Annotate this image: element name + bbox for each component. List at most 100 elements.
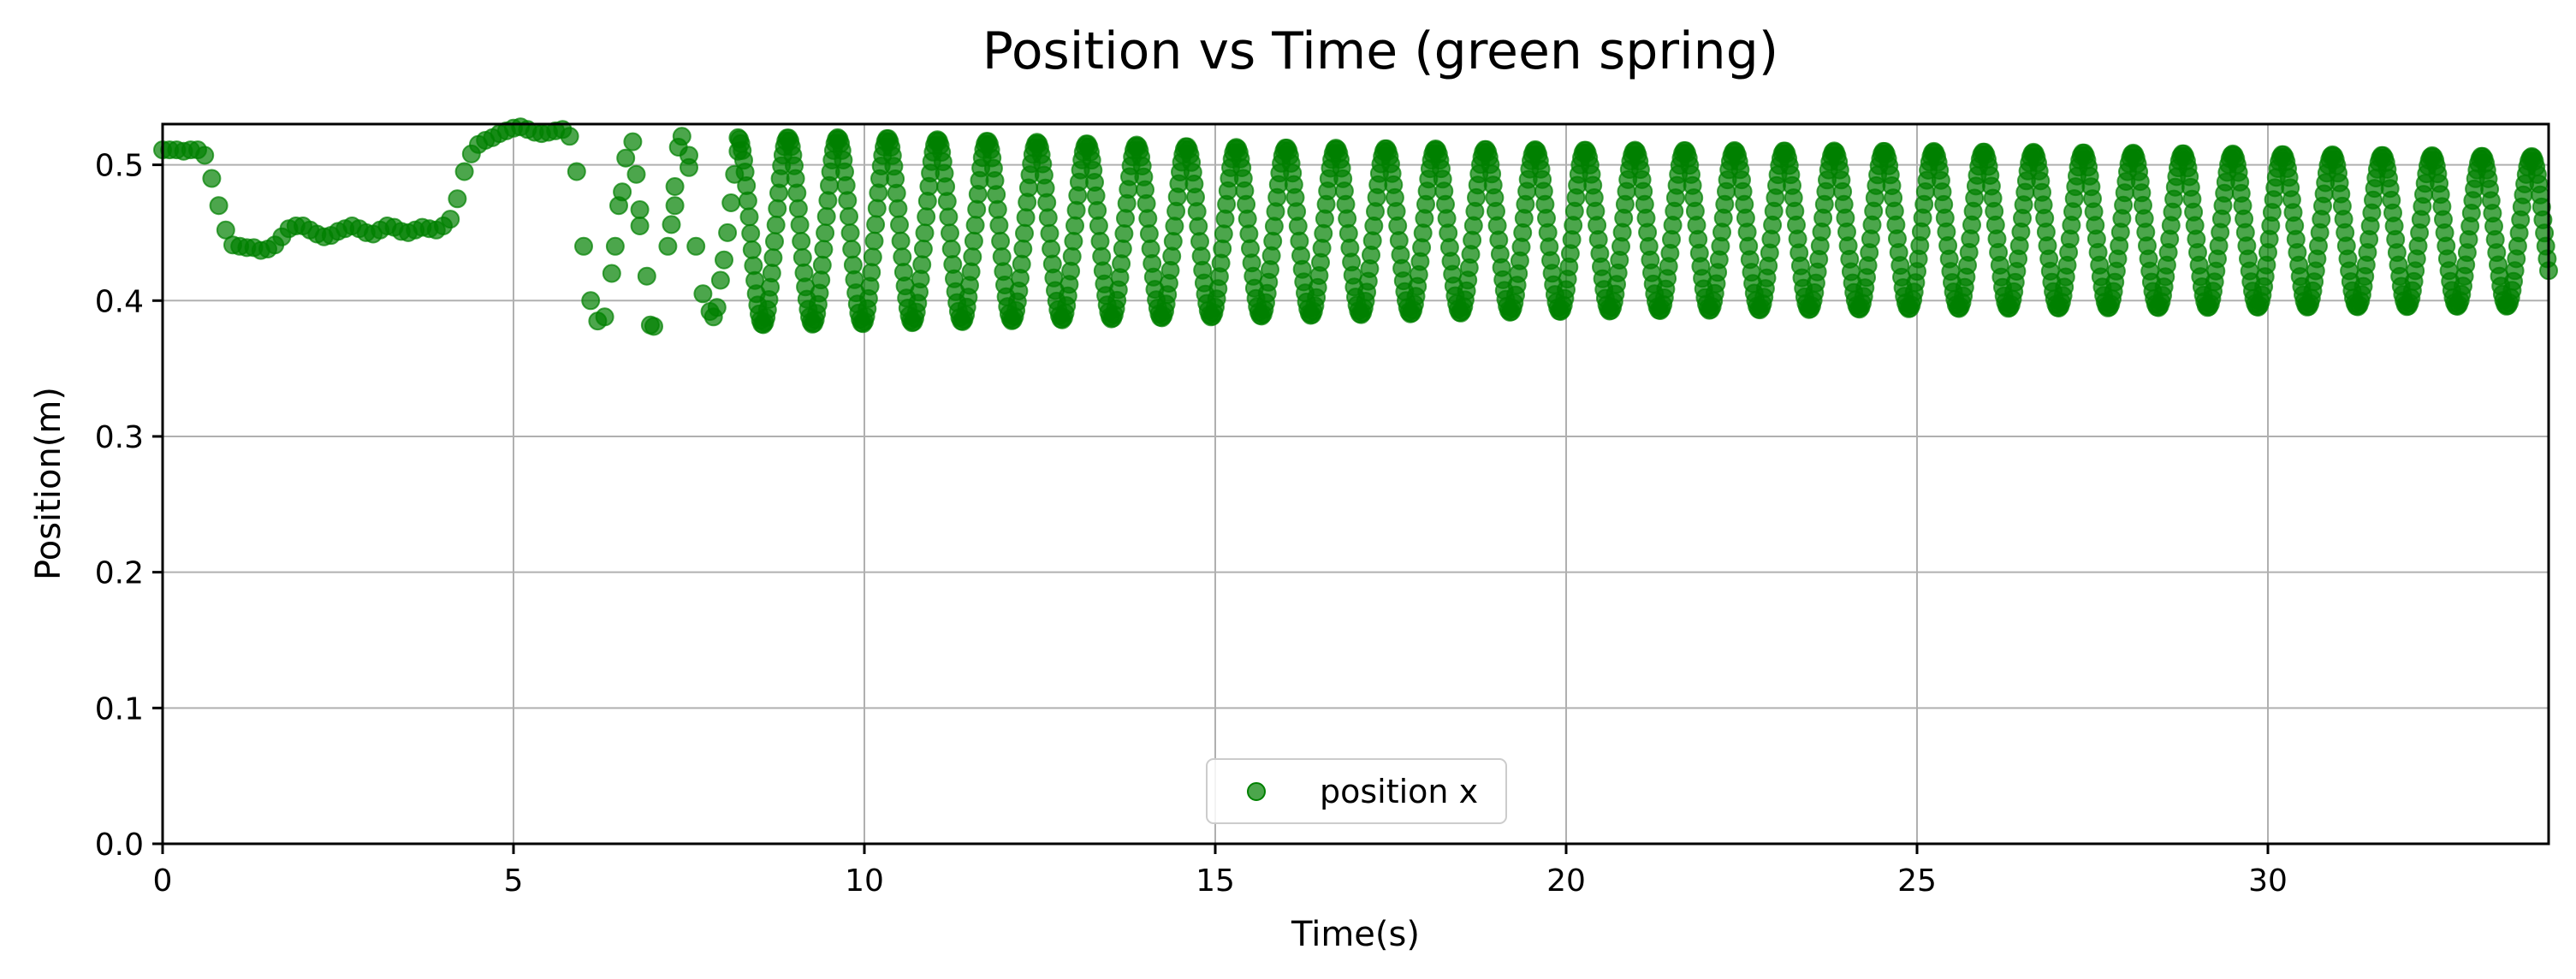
legend-label: position x: [1320, 773, 1478, 810]
x-tick-label-1: 5: [504, 863, 524, 899]
data-point: [454, 162, 474, 181]
data-point: [630, 200, 650, 219]
data-point: [766, 215, 786, 234]
data-point: [707, 298, 727, 317]
data-point: [665, 196, 685, 216]
data-point: [693, 284, 713, 304]
data-point: [623, 132, 643, 151]
data-point: [762, 264, 781, 283]
x-tick-label-6: 30: [2248, 863, 2288, 899]
y-tick-label-2: 0.2: [95, 556, 144, 591]
data-point: [864, 231, 884, 251]
data-point: [765, 232, 784, 252]
data-point: [626, 164, 646, 184]
data-point: [964, 231, 983, 251]
y-tick-label-1: 0.1: [95, 691, 144, 727]
data-point: [574, 236, 593, 256]
data-point: [788, 199, 808, 218]
legend: position x: [1206, 758, 1507, 824]
data-point: [602, 264, 621, 283]
y-tick-label-5: 0.5: [95, 149, 144, 184]
data-point: [686, 236, 706, 256]
data-point: [963, 247, 982, 267]
data-point: [680, 157, 698, 177]
axes-frame: [161, 122, 2550, 846]
data-point: [665, 177, 685, 196]
data-point: [989, 216, 1009, 235]
scatter-points: [153, 117, 2558, 336]
x-tick-label-0: 0: [153, 863, 173, 899]
data-point: [939, 207, 959, 227]
data-point: [941, 240, 961, 258]
data-point: [1088, 200, 1107, 220]
data-point: [866, 215, 886, 234]
data-point: [867, 199, 887, 218]
data-point: [840, 223, 860, 243]
data-point: [581, 291, 601, 311]
data-point: [814, 240, 834, 259]
x-tick-label-2: 10: [845, 863, 884, 899]
data-point: [915, 223, 935, 243]
data-point: [718, 222, 738, 242]
data-point: [644, 317, 663, 336]
data-point: [842, 240, 862, 259]
data-point: [658, 236, 678, 256]
x-axis-ticks: 0 5 10 15 20 25 30: [153, 844, 2288, 899]
data-point: [812, 255, 832, 275]
x-tick-label-4: 20: [1546, 863, 1586, 899]
data-point: [917, 207, 936, 227]
y-tick-label-0: 0.0: [95, 828, 144, 863]
data-point: [613, 182, 632, 202]
data-point: [715, 250, 733, 270]
data-point: [1013, 239, 1033, 258]
data-point: [941, 223, 959, 243]
data-point: [662, 215, 681, 234]
data-point: [202, 169, 222, 188]
data-point: [595, 307, 614, 327]
data-point: [792, 232, 811, 251]
x-axis-label: Time(s): [1291, 915, 1420, 954]
data-point: [1064, 231, 1083, 251]
data-point: [741, 223, 761, 243]
data-point: [441, 210, 460, 229]
data-point: [888, 199, 908, 218]
data-point: [1038, 208, 1058, 228]
data-point: [605, 236, 625, 256]
data-point: [1114, 224, 1134, 243]
data-point: [988, 199, 1007, 219]
data-point: [913, 240, 933, 258]
data-point: [721, 193, 741, 212]
chart-title: Position vs Time (green spring): [982, 21, 1778, 81]
data-point: [1089, 216, 1108, 235]
x-tick-label-5: 25: [1897, 863, 1937, 899]
data-point: [790, 215, 810, 234]
data-point: [739, 207, 759, 227]
data-point: [738, 191, 757, 211]
data-point: [816, 223, 835, 243]
data-point: [912, 255, 932, 275]
data-point: [937, 192, 957, 211]
data-point: [1016, 208, 1036, 228]
data-point: [216, 220, 235, 240]
data-point: [840, 206, 858, 226]
data-point: [838, 191, 858, 211]
data-point: [890, 215, 909, 234]
data-point: [742, 240, 762, 259]
plot-area: [153, 117, 2558, 846]
y-tick-label-4: 0.4: [95, 284, 144, 319]
data-point: [763, 248, 783, 268]
data-point: [863, 247, 882, 267]
data-point: [637, 266, 656, 286]
data-point: [891, 231, 911, 251]
data-point: [1040, 223, 1059, 243]
data-point: [710, 270, 730, 290]
data-point: [1065, 216, 1084, 235]
x-tick-label-3: 15: [1196, 863, 1235, 899]
data-point: [1015, 223, 1034, 243]
data-point: [965, 216, 985, 235]
data-point: [195, 145, 215, 165]
data-point: [560, 127, 579, 146]
data-point: [616, 148, 636, 168]
legend-marker: [1247, 782, 1266, 801]
